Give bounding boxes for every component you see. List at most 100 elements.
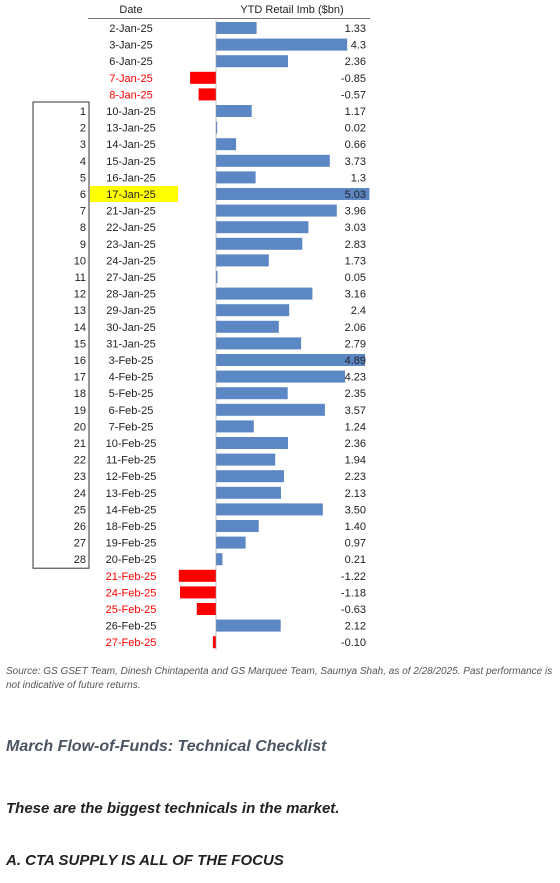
- bar-10-Feb-25: [216, 437, 288, 449]
- date-label: 25-Feb-25: [106, 604, 157, 616]
- value-label: -1.18: [341, 587, 366, 599]
- date-label: 6-Feb-25: [109, 405, 154, 417]
- bar-24-Feb-25: [180, 586, 216, 598]
- value-label: 3.73: [345, 156, 366, 168]
- count-label: 14: [74, 322, 86, 334]
- subhead: These are the biggest technicals in the …: [6, 800, 554, 817]
- date-label: 26-Feb-25: [106, 621, 157, 633]
- date-label: 6-Jan-25: [109, 56, 152, 68]
- value-label: 4.89: [345, 355, 366, 367]
- bar-21-Feb-25: [179, 570, 216, 582]
- value-label: 2.36: [345, 438, 366, 450]
- value-label: 2.12: [345, 621, 366, 633]
- date-label: 13-Jan-25: [106, 123, 156, 135]
- value-label: 1.73: [345, 255, 366, 267]
- bar-7-Feb-25: [216, 420, 254, 432]
- count-label: 22: [74, 455, 86, 467]
- count-label: 20: [74, 421, 86, 433]
- date-label: 22-Jan-25: [106, 222, 156, 234]
- count-label: 10: [74, 255, 86, 267]
- value-label: 1.40: [345, 521, 366, 533]
- date-label: 2-Jan-25: [109, 23, 152, 35]
- bar-19-Feb-25: [216, 537, 246, 549]
- date-label: 31-Jan-25: [106, 338, 156, 350]
- bar-8-Jan-25: [199, 88, 216, 100]
- bar-5-Feb-25: [216, 387, 288, 399]
- value-label: 2.4: [351, 305, 366, 317]
- bar-12-Feb-25: [216, 470, 284, 482]
- date-label: 13-Feb-25: [106, 488, 157, 500]
- value-label: 1.17: [345, 106, 366, 118]
- count-label: 3: [80, 139, 86, 151]
- bar-6-Jan-25: [216, 55, 288, 67]
- date-label: 3-Jan-25: [109, 40, 152, 52]
- date-label: 10-Feb-25: [106, 438, 157, 450]
- date-label: 27-Feb-25: [106, 637, 157, 649]
- value-label: 1.94: [345, 455, 366, 467]
- bar-14-Jan-25: [216, 138, 236, 150]
- date-label: 4-Feb-25: [109, 372, 154, 384]
- bar-23-Jan-25: [216, 238, 302, 250]
- bar-16-Jan-25: [216, 171, 256, 183]
- date-label: 23-Jan-25: [106, 239, 156, 251]
- date-label: 24-Jan-25: [106, 255, 156, 267]
- count-label: 12: [74, 289, 86, 301]
- bar-20-Feb-25: [216, 553, 222, 565]
- value-label: -0.10: [341, 637, 366, 649]
- value-label: 4.3: [351, 40, 366, 52]
- date-label: 29-Jan-25: [106, 305, 156, 317]
- count-label: 17: [74, 372, 86, 384]
- date-label: 17-Jan-25: [106, 189, 156, 201]
- count-label: 8: [80, 222, 86, 234]
- date-label: 20-Feb-25: [106, 554, 157, 566]
- value-label: 2.79: [345, 338, 366, 350]
- count-label: 7: [80, 206, 86, 218]
- bar-13-Feb-25: [216, 487, 281, 499]
- bar-7-Jan-25: [190, 72, 216, 84]
- date-label: 14-Feb-25: [106, 504, 157, 516]
- count-label: 16: [74, 355, 86, 367]
- bar-3-Jan-25: [216, 39, 347, 51]
- value-label: 0.66: [345, 139, 366, 151]
- date-label: 19-Feb-25: [106, 538, 157, 550]
- bar-15-Jan-25: [216, 155, 330, 167]
- value-label: 4.23: [345, 372, 366, 384]
- value-label: 1.24: [345, 421, 366, 433]
- value-label: 1.3: [351, 172, 366, 184]
- value-label: 2.83: [345, 239, 366, 251]
- value-label: 3.16: [345, 289, 366, 301]
- date-label: 8-Jan-25: [109, 89, 152, 101]
- date-label: 3-Feb-25: [109, 355, 154, 367]
- date-label: 27-Jan-25: [106, 272, 156, 284]
- date-label: 18-Feb-25: [106, 521, 157, 533]
- bar-27-Feb-25: [213, 636, 216, 648]
- value-label: 0.02: [345, 123, 366, 135]
- bar-22-Jan-25: [216, 221, 308, 233]
- value-label: 3.57: [345, 405, 366, 417]
- count-label: 6: [80, 189, 86, 201]
- value-label: 3.50: [345, 504, 366, 516]
- date-label: 11-Feb-25: [106, 455, 156, 467]
- value-label: 3.03: [345, 222, 366, 234]
- source-note: Source: GS GSET Team, Dinesh Chintapenta…: [6, 665, 554, 693]
- value-label: 2.06: [345, 322, 366, 334]
- section-title: March Flow-of-Funds: Technical Checklist: [6, 738, 554, 756]
- bar-28-Jan-25: [216, 288, 312, 300]
- bar-11-Feb-25: [216, 454, 275, 466]
- count-label: 18: [74, 388, 86, 400]
- bar-6-Feb-25: [216, 404, 325, 416]
- count-label: 27: [74, 538, 86, 550]
- bar-10-Jan-25: [216, 105, 252, 117]
- count-label: 26: [74, 521, 86, 533]
- count-label: 13: [74, 305, 86, 317]
- count-label: 25: [74, 504, 86, 516]
- count-label: 21: [74, 438, 86, 450]
- count-label: 23: [74, 471, 86, 483]
- chart-svg: 2-Jan-25 1.333-Jan-25 4.36-Jan-25 2.367-Jan…: [0, 0, 560, 660]
- value-label: 2.23: [345, 471, 366, 483]
- bar-4-Feb-25: [216, 371, 345, 383]
- value-label: -0.63: [341, 604, 366, 616]
- count-label: 4: [80, 156, 86, 168]
- value-label: 0.05: [345, 272, 366, 284]
- bar-30-Jan-25: [216, 321, 279, 333]
